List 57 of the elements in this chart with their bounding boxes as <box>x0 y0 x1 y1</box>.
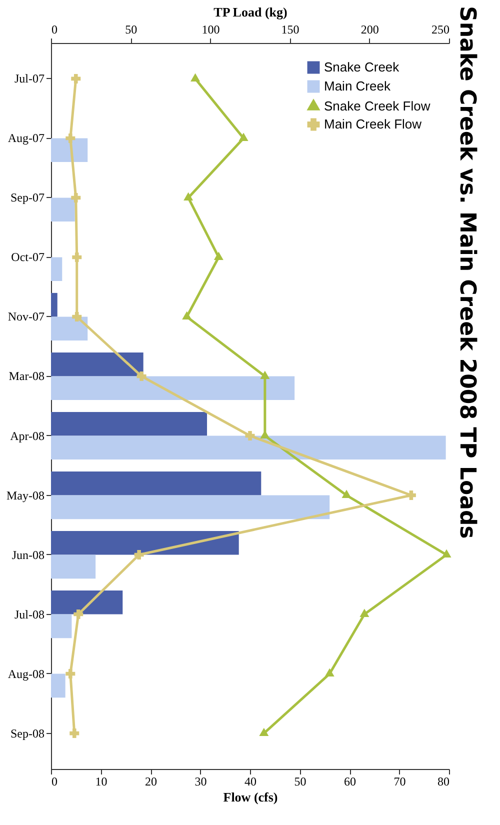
y-tick-label: Oct-07 <box>11 250 44 264</box>
point <box>182 311 192 320</box>
y-tick-label: Sep-07 <box>10 190 44 205</box>
point <box>74 610 84 620</box>
point <box>214 252 224 260</box>
point <box>70 728 80 738</box>
y-tick-label: Aug-08 <box>8 666 44 681</box>
y-tick-label: May-08 <box>6 488 44 502</box>
point <box>238 132 248 141</box>
point <box>71 74 81 84</box>
x-tick-label: 10 <box>95 774 108 788</box>
point <box>134 550 144 560</box>
x2-tick-label: 0 <box>52 22 58 36</box>
x2-tick-label: 150 <box>281 22 300 36</box>
point <box>245 431 255 440</box>
point <box>72 312 82 322</box>
x-tick-label: 0 <box>52 774 58 788</box>
y-tick-label: Apr-08 <box>10 428 44 443</box>
point <box>342 490 352 498</box>
y-tick-label: Jul-07 <box>14 72 44 86</box>
point <box>260 370 270 379</box>
point <box>360 608 370 618</box>
legend-label: Main Creek Flow <box>324 116 422 132</box>
point <box>442 549 452 558</box>
point <box>184 192 194 200</box>
x-tick-label: 70 <box>394 774 406 788</box>
x-tick-label: 80 <box>438 774 450 788</box>
y-tick-label: Mar-08 <box>8 369 44 384</box>
y-tick-label: Sep-08 <box>10 726 44 740</box>
y-tick-label: Nov-07 <box>8 310 44 324</box>
text: Snake Creek vs. Main Creek 2008 TP Loads <box>454 6 480 539</box>
x-tick-label: 30 <box>194 774 207 788</box>
y-tick-label: Jul-08 <box>14 607 44 622</box>
x-tick-label: 40 <box>244 774 256 788</box>
x2-axis-title: TP Load (kg) <box>214 4 288 20</box>
point <box>72 252 82 262</box>
x2-tick-label: 100 <box>202 22 220 36</box>
x-tick-label: 60 <box>344 774 356 788</box>
legend-label: Snake Creek <box>324 60 400 74</box>
point <box>136 372 146 381</box>
x-tick-label: 50 <box>294 774 306 788</box>
point <box>406 490 416 500</box>
point <box>190 73 200 82</box>
point <box>66 133 76 143</box>
x2-tick-label: 250 <box>432 22 450 36</box>
point <box>324 668 334 677</box>
x-tick-label: 20 <box>145 774 157 788</box>
y-tick-label: Jun-08 <box>12 548 44 562</box>
legend-label: Snake Creek Flow <box>324 98 431 114</box>
x-axis-title: Flow (cfs) <box>223 790 278 804</box>
point <box>71 192 81 202</box>
y-tick-label: Aug-07 <box>8 131 44 146</box>
x2-tick-label: 50 <box>125 22 138 36</box>
x2-tick-label: 200 <box>360 22 379 36</box>
legend-label: Main Creek <box>324 78 391 94</box>
point <box>259 728 269 736</box>
point <box>66 669 76 679</box>
